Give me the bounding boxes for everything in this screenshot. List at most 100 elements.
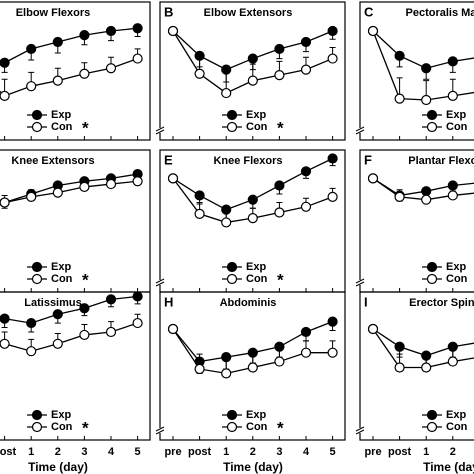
x-tick-label: 2 <box>450 446 456 458</box>
legend-marker <box>31 109 43 121</box>
data-point <box>367 173 379 184</box>
data-point <box>52 36 63 48</box>
axis-break-gap <box>357 428 363 433</box>
data-point <box>327 191 338 202</box>
axis-break <box>355 126 365 135</box>
x-tick-label: 3 <box>276 446 282 458</box>
x-axis-label: Time (day) <box>423 460 474 474</box>
legend-marker <box>226 121 238 133</box>
data-point <box>0 313 10 324</box>
axis-break <box>355 278 365 287</box>
data-point <box>367 323 379 335</box>
legend-label: Exp <box>246 109 266 121</box>
data-point <box>274 43 285 55</box>
legend-marker <box>31 409 43 421</box>
data-point <box>0 197 10 208</box>
x-axis-label: Time (day) <box>223 460 283 474</box>
data-point <box>447 356 458 367</box>
data-point <box>52 187 63 198</box>
legend-label: Con <box>51 121 73 133</box>
significance-mark: * <box>82 118 89 137</box>
data-point <box>194 363 205 375</box>
data-point <box>105 63 117 74</box>
axis-break <box>155 126 165 135</box>
legend-label: Exp <box>446 409 466 421</box>
data-point <box>194 68 205 79</box>
panel-title: Plantar Flexors <box>408 155 474 167</box>
axis-break-gap <box>357 280 363 285</box>
data-point <box>300 201 312 212</box>
axis-break <box>355 426 365 435</box>
data-point <box>132 291 143 302</box>
significance-mark: * <box>82 418 89 437</box>
x-tick-label: 1 <box>423 446 429 458</box>
x-tick-label: 5 <box>135 446 141 458</box>
legend-marker <box>226 109 238 121</box>
axis-break <box>155 278 165 287</box>
x-tick-label: pre <box>364 446 381 458</box>
data-point <box>300 326 312 338</box>
data-point <box>421 94 432 106</box>
legend-marker <box>31 121 43 133</box>
data-point <box>300 347 312 358</box>
legend-label: Con <box>246 421 268 433</box>
data-point <box>394 191 405 202</box>
x-tick-label: 4 <box>303 446 310 458</box>
legend-marker <box>226 261 238 273</box>
significance-mark: * <box>277 270 284 289</box>
x-tick-label: 2 <box>55 446 61 458</box>
data-point <box>221 87 232 99</box>
legend-label: Con <box>446 421 468 433</box>
panel-frame <box>0 291 151 441</box>
x-axis-label: Time (day) <box>28 460 88 474</box>
data-point <box>247 53 258 64</box>
panel-letter: H <box>164 294 173 309</box>
x-tick-label: 2 <box>250 446 256 458</box>
panel-letter: E <box>164 152 173 167</box>
panel-title: Elbow Extensors <box>204 7 293 19</box>
panel-title: Erector Spinae <box>409 297 474 309</box>
data-point <box>247 75 258 86</box>
legend-marker <box>31 261 43 273</box>
panel-letter: F <box>364 152 372 167</box>
x-tick-label: 1 <box>223 446 229 458</box>
significance-mark: * <box>277 118 284 137</box>
legend-marker <box>426 121 438 133</box>
data-point <box>221 217 232 228</box>
data-point <box>274 356 285 367</box>
series-line <box>0 180 138 204</box>
data-point <box>0 90 10 101</box>
data-point <box>132 53 143 64</box>
legend-label: Con <box>446 121 468 133</box>
data-point <box>274 70 285 81</box>
x-tick-label: pre <box>164 446 181 458</box>
series-line <box>0 27 138 65</box>
data-point <box>26 346 37 357</box>
data-point <box>26 191 37 202</box>
data-point <box>52 75 63 86</box>
data-point <box>167 25 179 37</box>
data-point <box>421 194 432 205</box>
legend-label: Exp <box>246 261 266 273</box>
data-point <box>132 317 143 329</box>
data-point <box>26 81 37 92</box>
legend-label: Con <box>446 273 468 285</box>
panel-title: Latissimus <box>24 297 81 309</box>
x-tick-label: 1 <box>28 446 34 458</box>
x-tick-label: post <box>388 446 412 458</box>
data-point <box>394 93 405 104</box>
data-point <box>327 25 338 37</box>
panel-title: Pectoralis Major <box>406 7 474 19</box>
data-point <box>327 153 338 164</box>
data-point <box>447 190 458 201</box>
data-point <box>26 43 37 55</box>
data-point <box>421 362 432 373</box>
